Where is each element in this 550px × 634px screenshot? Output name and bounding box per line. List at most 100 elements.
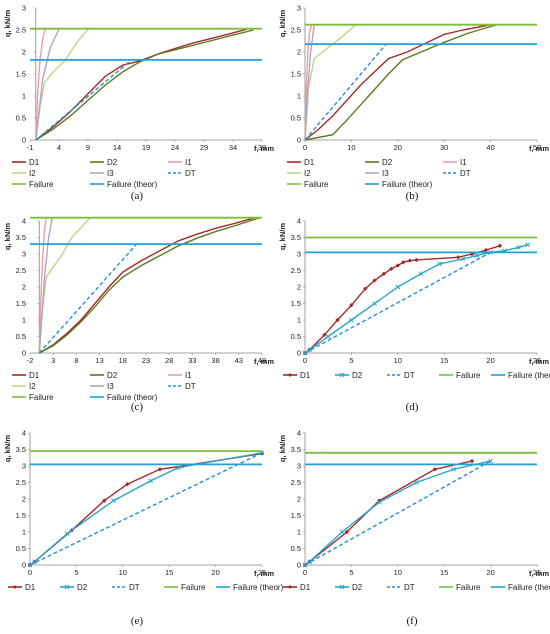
legend-label: I1 [460, 158, 467, 167]
y-tick-label: 4 [22, 217, 26, 226]
y-tick-label: 1 [22, 316, 26, 325]
y-tick-label: 1.5 [291, 511, 301, 520]
legend-label: Failure (theor) [233, 583, 284, 592]
series-line-dt [304, 43, 387, 141]
chart-panel-d: q, kN/m 0 0.5 1 1.5 2 2.5 3 3.5 4 0 5 10 15 20 25 f, mm D… [275, 213, 550, 418]
x-tick-label: 25 [533, 356, 541, 365]
legend-label: Failure (theor) [508, 371, 550, 380]
data-point [414, 480, 419, 485]
series-line-dt [35, 59, 132, 141]
legend-item: Failure [12, 393, 54, 402]
series-line-i1 [304, 24, 313, 141]
legend-item: Failure (theor) [491, 583, 550, 592]
data-point [322, 332, 327, 338]
legend-item: D1 [8, 583, 36, 592]
y-tick-label: 2 [297, 48, 301, 57]
legend-label: Failure [29, 393, 54, 402]
y-tick-label: 0 [297, 561, 301, 570]
data-point [474, 253, 480, 259]
x-tick-label: 19 [142, 143, 150, 152]
legend-label: I3 [107, 382, 114, 391]
legend-item: I1 [168, 371, 192, 380]
chart-panel-a: q, kN/m 0 0.5 1 1.5 2 2.5 3 -1 4 9 14 19 24 29 34 39 f, m… [0, 0, 275, 205]
x-tick-label: 10 [347, 143, 355, 152]
x-tick-label: 4 [57, 143, 61, 152]
legend-label: D1 [300, 371, 311, 380]
y-tick-label: 1 [22, 528, 26, 537]
x-tick-label: 15 [165, 568, 173, 577]
x-tick-label: 20 [394, 143, 402, 152]
data-point [363, 286, 368, 291]
chart-panel-c: q, kN/m 0 0.5 1 1.5 2 2.5 3 3.5 4 -2 3 8 13 18 23 28 33 38… [0, 213, 275, 418]
y-tick-label: 0.5 [291, 114, 301, 123]
series-line-dt [304, 251, 491, 354]
legend-item: D1 [287, 158, 315, 167]
y-tick-label: 3 [297, 4, 301, 13]
legend-label: I2 [29, 169, 36, 178]
y-tick-label: 2.5 [291, 26, 301, 35]
legend-item: I1 [443, 158, 467, 167]
series-line-d1 [35, 28, 248, 141]
series-line-d2 [35, 29, 254, 141]
data-point [376, 499, 382, 505]
data-point [349, 302, 354, 308]
x-axis-label: f, mm [254, 569, 274, 578]
legend-label: D1 [300, 583, 311, 592]
legend-label: D2 [352, 583, 363, 592]
data-point [414, 257, 419, 263]
x-tick-label: 25 [533, 568, 541, 577]
data-point [148, 478, 153, 484]
y-axis-label: q, kN/m [278, 435, 287, 462]
y-tick-label: 0 [297, 136, 301, 145]
data-point [349, 317, 354, 323]
y-tick-label: 1 [297, 528, 301, 537]
y-tick-label: 2.5 [16, 478, 26, 487]
data-point [381, 271, 387, 276]
legend-label: D2 [352, 371, 363, 380]
x-tick-label: 0 [303, 356, 307, 365]
y-tick-label: 1.5 [291, 299, 301, 308]
x-axis-label: f, mm [529, 357, 549, 366]
legend-item: D1 [12, 371, 40, 380]
y-tick-label: 0 [297, 349, 301, 358]
y-tick-label: 0 [22, 349, 26, 358]
legend-marker [339, 372, 345, 378]
legend-item: D1 [12, 158, 40, 167]
chart-panel-b: q, kN/m 0 0.5 1 1.5 2 2.5 3 0 10 20 30 40 50 f, mm D1 D2… [275, 0, 550, 205]
series-line-d2 [304, 24, 498, 141]
series-line-i3 [35, 28, 60, 141]
y-tick-label: 3.5 [291, 445, 301, 454]
legend-label: Failure [304, 180, 329, 189]
data-point [64, 531, 70, 537]
y-tick-label: 2 [22, 283, 26, 292]
x-tick-label: 0 [303, 568, 307, 577]
legend-label: Failure [181, 583, 206, 592]
series-line-i1 [38, 217, 47, 354]
x-tick-label: -2 [27, 356, 34, 365]
x-tick-label: 20 [486, 568, 494, 577]
legend-item: Failure (theor) [491, 371, 550, 380]
legend-item: D2 [90, 371, 118, 380]
legend-item: Failure [287, 180, 329, 189]
legend-item: D2 [90, 158, 118, 167]
legend-label: I1 [185, 158, 192, 167]
legend-label: I1 [185, 371, 192, 380]
legend-label: Failure (theor) [382, 180, 433, 189]
x-tick-label: 48 [258, 356, 266, 365]
y-tick-label: 4 [297, 217, 301, 226]
legend-item: Failure [164, 583, 206, 592]
legend-item: Failure (theor) [216, 583, 284, 592]
x-tick-label: 0 [28, 568, 32, 577]
data-point [395, 263, 400, 268]
series-line-dt [29, 452, 263, 566]
data-point [111, 498, 116, 504]
x-tick-label: 10 [394, 568, 402, 577]
y-tick-label: 1.5 [291, 70, 301, 79]
chart-d-svg: q, kN/m 0 0.5 1 1.5 2 2.5 3 3.5 4 0 5 10 15 20 25f, mm D… [278, 217, 550, 381]
panel-label-a: (a) [130, 190, 144, 202]
legend-label: DT [404, 583, 415, 592]
y-axis-label: q, kN/m [278, 223, 287, 250]
data-point [455, 255, 461, 260]
y-tick-label: 3 [297, 462, 301, 471]
